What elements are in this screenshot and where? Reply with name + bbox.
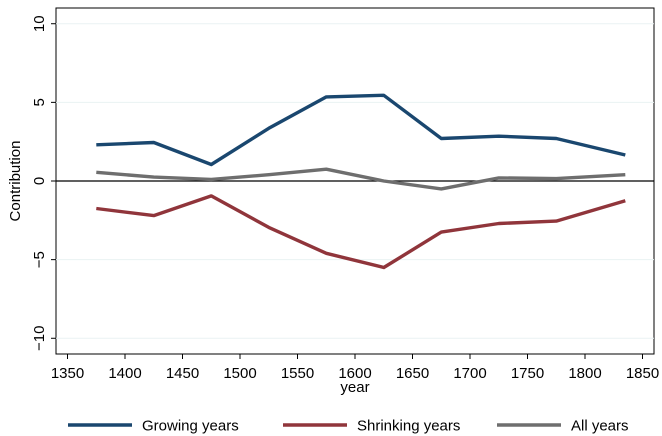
legend-label-shrinking-years: Shrinking years bbox=[357, 418, 460, 435]
x-tick-label: 1800 bbox=[568, 365, 601, 382]
x-tick-label: 1850 bbox=[626, 365, 659, 382]
x-tick-label: 1650 bbox=[396, 365, 429, 382]
x-tick-label: 1400 bbox=[108, 365, 141, 382]
series-line-shrinking-years bbox=[96, 194, 626, 270]
x-axis: 1350 1400 1450 1500 1550 1600 1650 1700 1750 1800… bbox=[51, 354, 659, 382]
x-tick-label: 1750 bbox=[511, 365, 544, 382]
x-tick-label: 1700 bbox=[453, 365, 486, 382]
x-tick-label: 1550 bbox=[281, 365, 314, 382]
legend-label-all-years: All years bbox=[571, 418, 629, 435]
x-tick-label: 1450 bbox=[166, 365, 199, 382]
y-tick-label: 10 bbox=[31, 15, 48, 32]
y-tick-label: −5 bbox=[31, 251, 48, 268]
x-tick-label: 1500 bbox=[223, 365, 256, 382]
y-tick-label: 5 bbox=[31, 98, 48, 106]
legend-label-growing-years: Growing years bbox=[142, 418, 239, 435]
x-axis-label: year bbox=[340, 379, 369, 396]
series-line-growing-years bbox=[96, 93, 626, 167]
y-axis: −10 −5 0 5 10 bbox=[31, 15, 56, 351]
series-line-all-years bbox=[96, 167, 626, 191]
x-tick-label: 1350 bbox=[51, 365, 84, 382]
y-axis-label: Contribution bbox=[7, 141, 24, 222]
x-tick-label: 1600 bbox=[338, 365, 371, 382]
series-lines bbox=[96, 93, 626, 270]
legend: Growing years Shrinking years All years bbox=[68, 418, 629, 435]
y-tick-label: 0 bbox=[31, 177, 48, 185]
y-tick-label: −10 bbox=[31, 326, 48, 351]
